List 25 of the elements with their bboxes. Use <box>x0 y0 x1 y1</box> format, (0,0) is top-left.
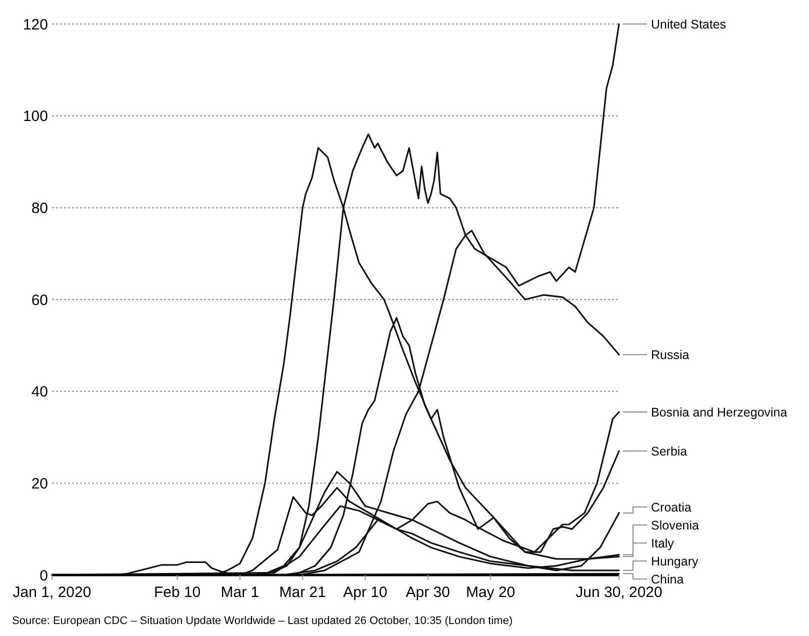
text: China <box>651 572 684 586</box>
text: Slovenia <box>651 518 699 532</box>
text: Croatia <box>651 500 692 514</box>
x-tick-label: Jan 1, 2020 <box>12 584 92 601</box>
x-tick-label: Apr 10 <box>343 584 388 601</box>
x-tick-label: Mar 21 <box>279 584 326 601</box>
x-tick-label: Apr 30 <box>406 584 450 601</box>
x-tick-label: Jun 30, 2020 <box>576 584 662 601</box>
text: Russia <box>651 348 690 362</box>
text: Serbia <box>651 444 688 458</box>
text: United States <box>651 17 726 32</box>
text: Hungary <box>651 554 699 568</box>
source-note: Source: European CDC – Situation Update Worldwide – Last updated 26 October, 10:35 (London time) <box>12 615 513 627</box>
text: Bosnia and Herzegovina <box>651 405 788 420</box>
y-tick-label: 20 <box>31 475 48 492</box>
x-tick-label: May 20 <box>466 584 516 601</box>
y-tick-label: 0 <box>40 567 48 584</box>
y-tick-label: 40 <box>31 384 48 401</box>
y-tick-label: 60 <box>31 292 48 309</box>
x-tick-label: Mar 1 <box>220 584 260 601</box>
x-tick-label: Feb 10 <box>154 584 201 601</box>
y-tick-label: 120 <box>22 16 48 34</box>
y-tick-label: 100 <box>22 108 48 126</box>
y-tick-label: 80 <box>31 200 48 217</box>
text: Italy <box>651 536 675 550</box>
